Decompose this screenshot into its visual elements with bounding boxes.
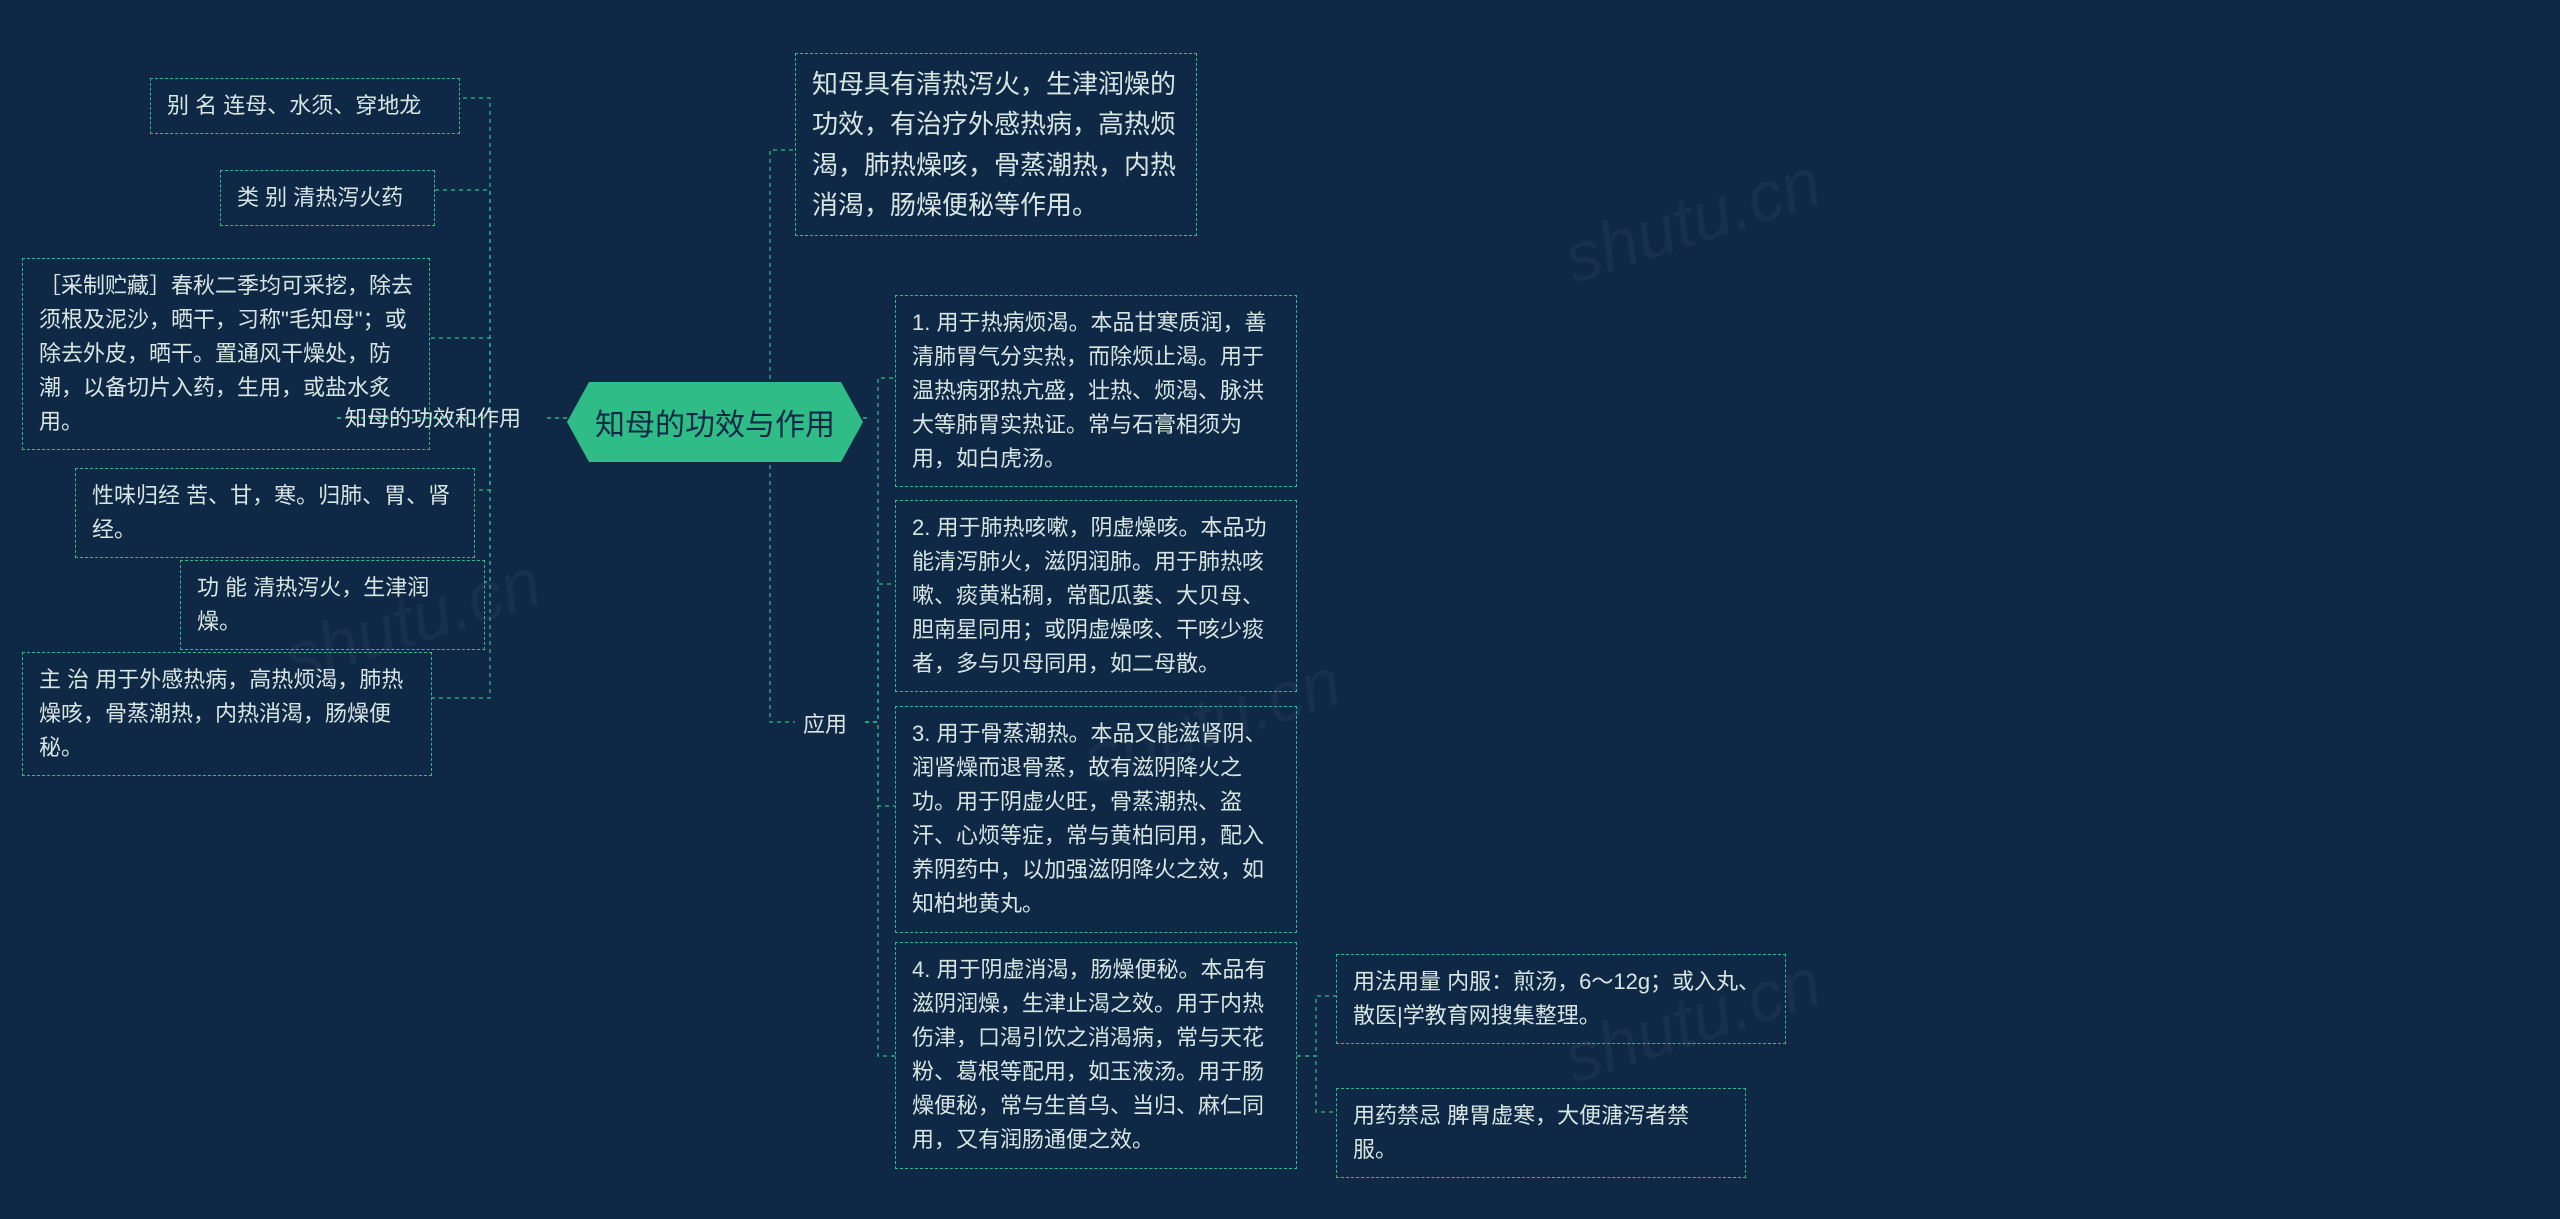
left-node-indication[interactable]: 主 治 用于外感热病，高热烦渴，肺热燥咳，骨蒸潮热，内热消渴，肠燥便秘。 [22,652,432,776]
app-node-3[interactable]: 3. 用于骨蒸潮热。本品又能滋肾阴、润肾燥而退骨蒸，故有滋阴降火之功。用于阴虚火… [895,706,1297,933]
left-node-category[interactable]: 类 别 清热泻火药 [220,170,435,226]
right-summary[interactable]: 知母具有清热泻火，生津润燥的功效，有治疗外感热病，高热烦渴，肺热燥咳，骨蒸潮热，… [795,53,1197,236]
left-node-alias[interactable]: 别 名 连母、水须、穿地龙 [150,78,460,134]
app4-child-dosage[interactable]: 用法用量 内服：煎汤，6～12g；或入丸、散医|学教育网搜集整理。 [1336,954,1786,1044]
watermark: shutu.cn [1554,141,1830,299]
app4-child-contra[interactable]: 用药禁忌 脾胃虚寒，大便溏泻者禁服。 [1336,1088,1746,1178]
app-node-1[interactable]: 1. 用于热病烦渴。本品甘寒质润，善清肺胃气分实热，而除烦止渴。用于温热病邪热亢… [895,295,1297,487]
app-node-4[interactable]: 4. 用于阴虚消渴，肠燥便秘。本品有滋阴润燥，生津止渴之效。用于内热伤津，口渴引… [895,942,1297,1169]
right-app-hub[interactable]: 应用 [795,704,855,746]
left-node-storage[interactable]: ［采制贮藏］春秋二季均可采挖，除去须根及泥沙，晒干，习称"毛知母"；或除去外皮，… [22,258,430,450]
left-node-nature[interactable]: 性味归经 苦、甘，寒。归肺、胃、肾经。 [75,468,475,558]
root-node[interactable]: 知母的功效与作用 [567,382,863,462]
app-node-2[interactable]: 2. 用于肺热咳嗽，阴虚燥咳。本品功能清泻肺火，滋阴润肺。用于肺热咳嗽、痰黄粘稠… [895,500,1297,692]
left-node-function[interactable]: 功 能 清热泻火，生津润燥。 [180,560,485,650]
